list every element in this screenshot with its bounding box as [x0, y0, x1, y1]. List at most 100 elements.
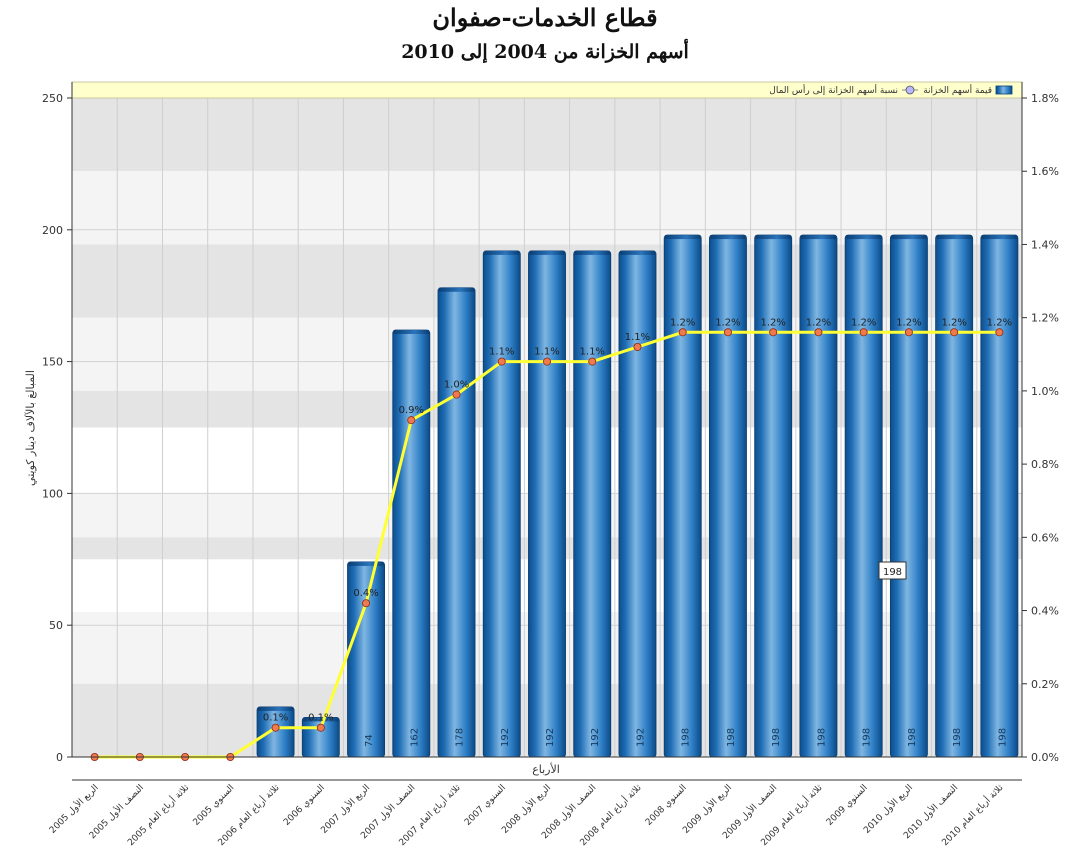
- bar: [799, 234, 838, 758]
- plot-band: [72, 171, 1022, 245]
- tooltip-text: 198: [883, 567, 902, 578]
- line-point: [950, 328, 959, 337]
- bar-cap: [710, 235, 746, 240]
- line-point-label: 1.2%: [760, 317, 785, 328]
- bar-cap: [258, 706, 294, 711]
- bar: [437, 287, 476, 758]
- line-point: [407, 416, 416, 425]
- bar: [663, 234, 702, 758]
- bar: [844, 234, 883, 758]
- bar-cap: [574, 250, 610, 255]
- x-category-label: الربع الأول 2005: [47, 782, 101, 836]
- y-tick-label: 200: [42, 224, 63, 237]
- y-tick-label: 100: [42, 487, 63, 500]
- line-point: [497, 357, 506, 366]
- bar-value-label: 192: [635, 728, 646, 747]
- line-point: [543, 357, 552, 366]
- bar-value-label: 192: [500, 728, 511, 747]
- bar: [392, 329, 431, 758]
- bar-cap: [665, 235, 701, 240]
- legend-bar-swatch: [995, 85, 1013, 95]
- line-point: [814, 328, 823, 337]
- line-point: [588, 357, 597, 366]
- bar: [709, 234, 747, 758]
- line-point-label: 1.2%: [941, 317, 966, 328]
- line-point-label: 1.1%: [625, 332, 650, 343]
- bar-cap: [800, 235, 836, 240]
- line-point-label: 1.0%: [444, 380, 469, 391]
- bar-cap: [303, 717, 339, 722]
- line-point: [316, 723, 325, 732]
- line-point-label: 1.2%: [987, 317, 1012, 328]
- bar-cap: [981, 235, 1017, 240]
- line-point: [678, 328, 687, 337]
- x-category-label: السنوي 2007: [463, 783, 508, 828]
- bar-cap: [438, 287, 475, 292]
- legend-line-marker: [905, 85, 915, 95]
- bar: [618, 250, 657, 758]
- bar: [980, 234, 1019, 758]
- y2-tick-label: 1.6%: [1031, 165, 1059, 178]
- y-tick-label: 0: [56, 751, 63, 764]
- bar-cap: [619, 250, 656, 255]
- line-point: [904, 328, 913, 337]
- bar-value-label: 192: [590, 728, 601, 747]
- line-point-label: 1.1%: [534, 347, 559, 358]
- line-point-label: 0.4%: [353, 588, 378, 599]
- bar-value-label: 198: [771, 728, 782, 747]
- line-point: [362, 599, 371, 608]
- bar-cap: [846, 235, 882, 240]
- bar-value-label: 198: [862, 728, 873, 747]
- plot-band: [72, 98, 1022, 172]
- bar-cap: [348, 561, 384, 566]
- line-point: [633, 342, 642, 351]
- legend-line-label: نسبة أسهم الخزانة إلى رأس المال: [769, 84, 898, 96]
- x-category-label: السنوي 2009: [825, 783, 870, 828]
- bar-value-label: 198: [726, 728, 737, 747]
- legend: قيمة أسهم الخزانة نسبة أسهم الخزانة إلى …: [71, 81, 1023, 99]
- tooltip: 198: [878, 561, 907, 580]
- line-point: [271, 723, 280, 732]
- bar-value-label: 198: [907, 728, 918, 747]
- bar-cap: [529, 250, 565, 255]
- line-point-label: 1.2%: [670, 317, 695, 328]
- bar: [573, 250, 612, 758]
- bar: [889, 234, 928, 758]
- x-axis-label: الأرباع: [532, 762, 560, 776]
- x-category-label: السنوي 2006: [282, 783, 327, 828]
- line-point: [859, 328, 868, 337]
- line-point-label: 1.1%: [489, 347, 514, 358]
- y-axis-ticks: 0 50 100 150 200 250: [42, 92, 72, 764]
- bar: [754, 234, 793, 758]
- y2-tick-label: 1.4%: [1031, 238, 1059, 251]
- line-point-label: 1.2%: [806, 317, 831, 328]
- bar-cap: [936, 235, 972, 240]
- y2-tick-label: 0.4%: [1031, 605, 1059, 618]
- tooltip-box: [878, 561, 907, 580]
- line-point-label: 0.1%: [308, 713, 333, 724]
- y2-tick-label: 0.2%: [1031, 678, 1059, 691]
- line-point-label: 0.9%: [399, 405, 424, 416]
- line-point-label: 1.2%: [896, 317, 921, 328]
- bar: [935, 234, 974, 758]
- bar-value-label: 162: [409, 728, 420, 747]
- y2-tick-label: 1.2%: [1031, 312, 1059, 325]
- y-tick-label: 150: [42, 356, 63, 369]
- line-point: [723, 328, 732, 337]
- line-point-label: 1.2%: [851, 317, 876, 328]
- line-point: [769, 328, 778, 337]
- axes: [71, 82, 1023, 781]
- bar-value-label: 192: [545, 728, 556, 747]
- x-category-label: السنوي 2008: [644, 783, 689, 828]
- y-tick-label: 50: [49, 619, 63, 632]
- y2-tick-label: 1.0%: [1031, 385, 1059, 398]
- bar-value-label: 74: [364, 734, 375, 747]
- y-tick-label: 250: [42, 92, 63, 105]
- bar: [528, 250, 566, 758]
- bar-value-label: 198: [952, 728, 963, 747]
- line-point-label: 1.2%: [715, 317, 740, 328]
- y2-axis-ticks: 0.0% 0.2% 0.4% 0.6% 0.8% 1.0% 1.2% 1.4% 1.6% 1.8%: [1022, 92, 1059, 764]
- legend-bar-label: قيمة أسهم الخزانة: [923, 84, 992, 96]
- bar-cap: [891, 235, 927, 240]
